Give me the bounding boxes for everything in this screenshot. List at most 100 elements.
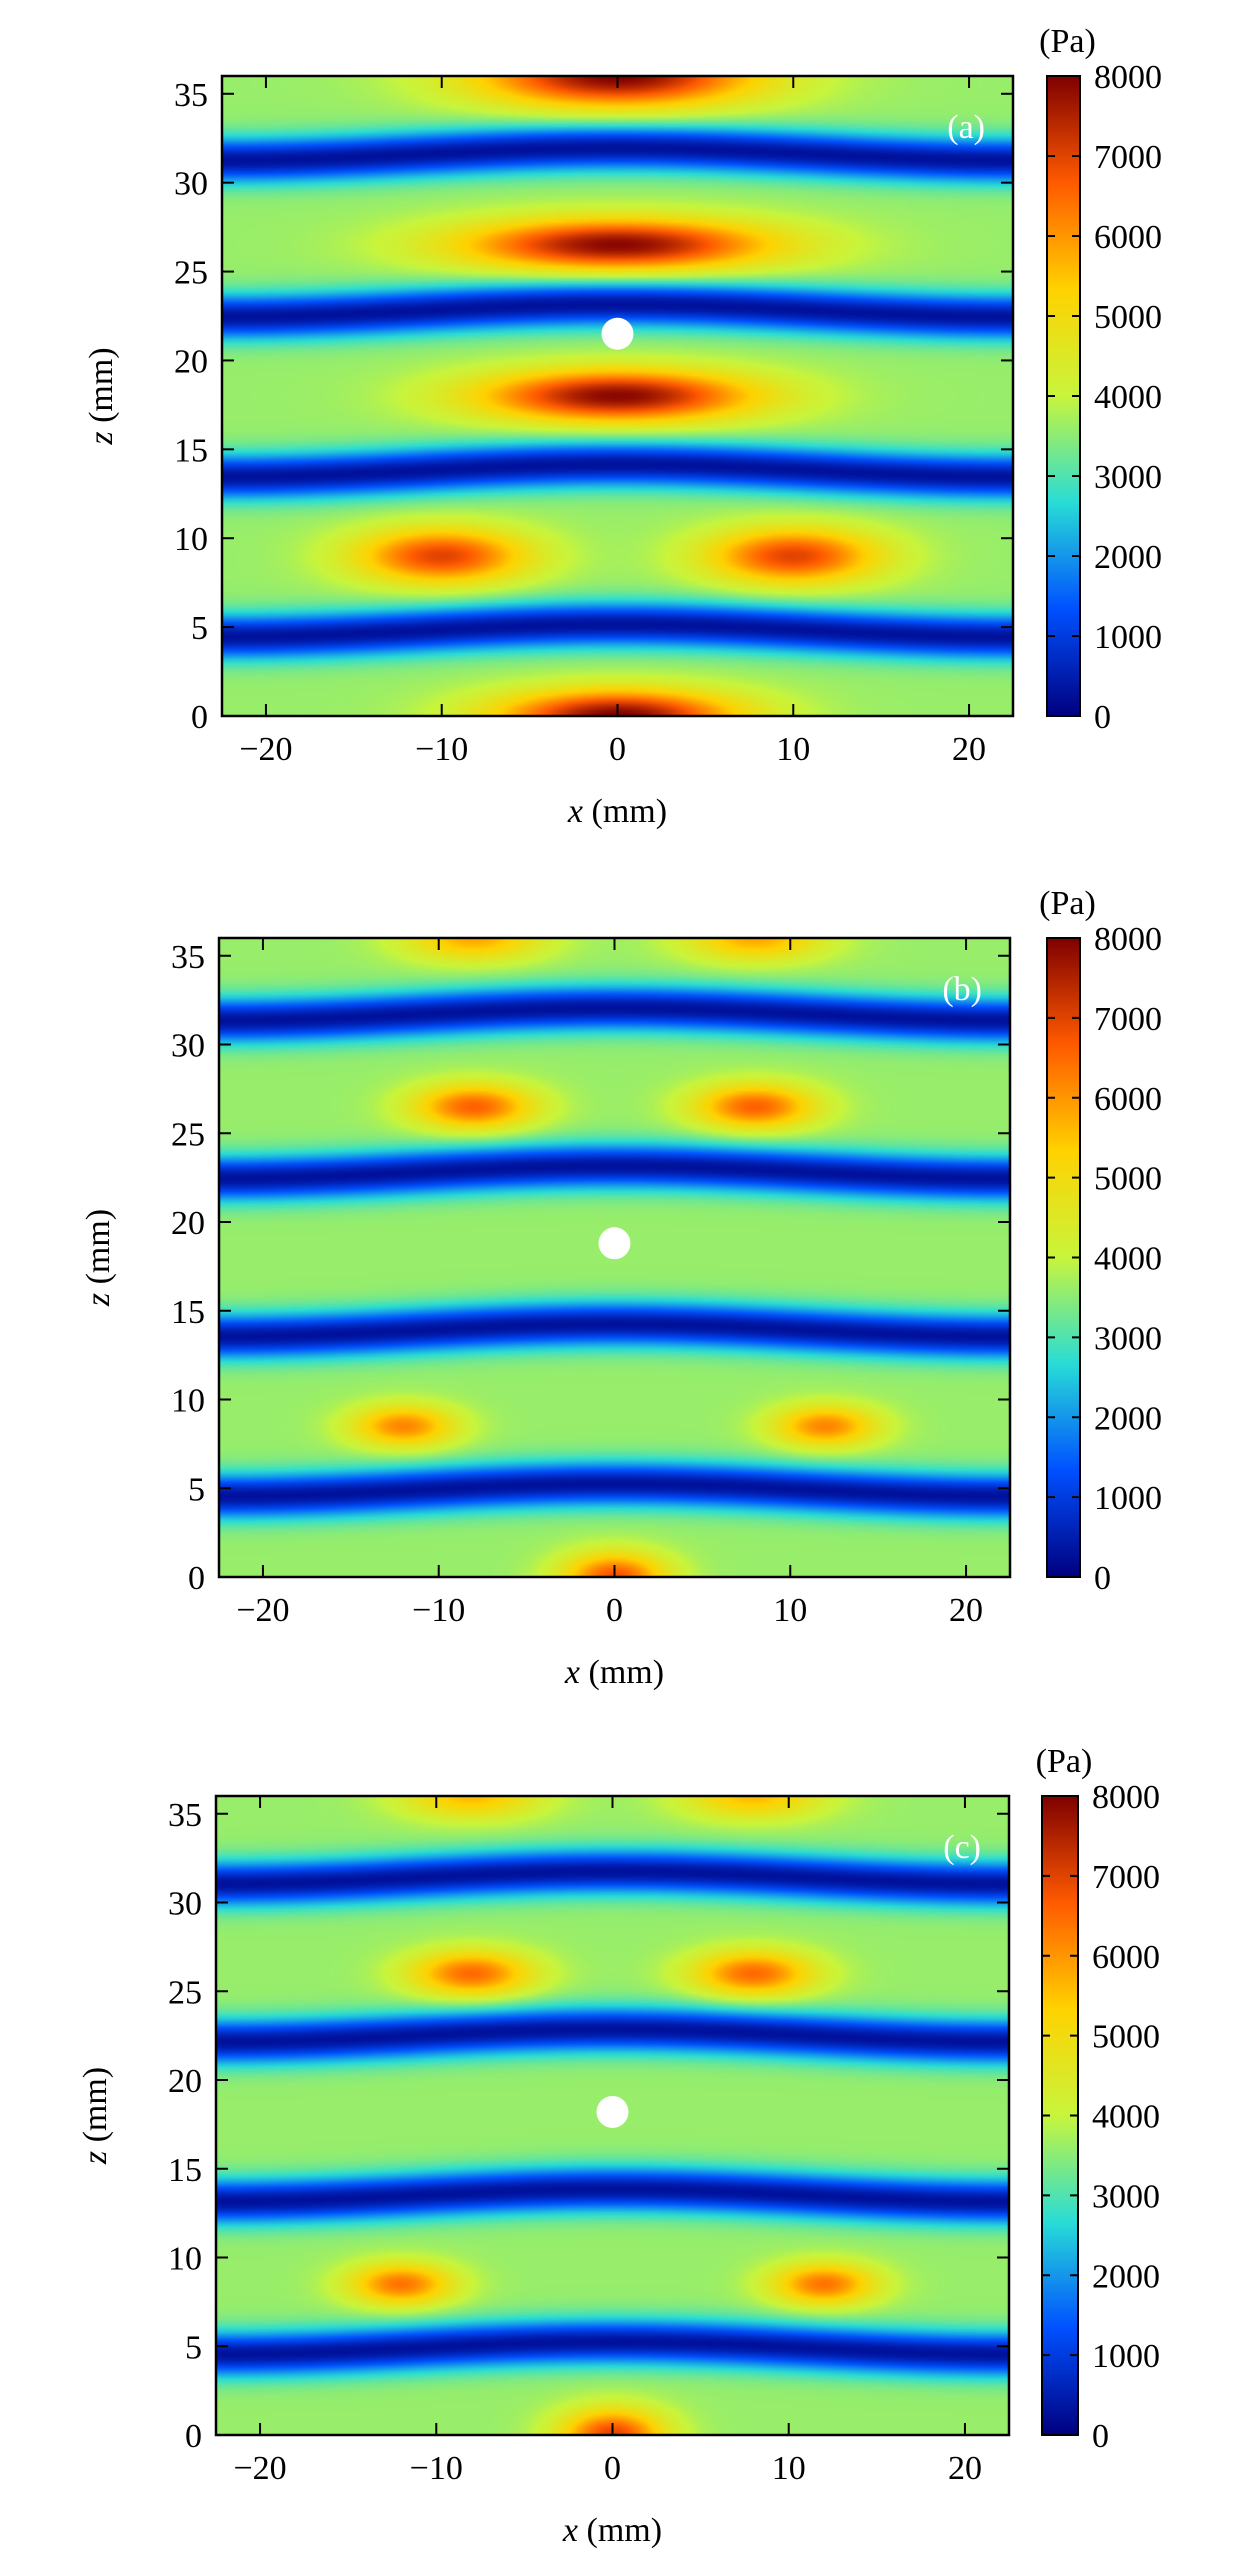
colorbar-tick-label: 4000	[1092, 2099, 1160, 2136]
y-axis-variable: z	[83, 431, 120, 445]
y-tick-label: 35	[168, 1797, 202, 1834]
colorbar-tick-label: 1000	[1094, 1480, 1162, 1517]
x-tick-label: −10	[415, 731, 468, 768]
colorbar: 0 1000 2000 3000 4000 5000 6000 7000 8000(Pa)	[1039, 23, 1162, 736]
particle-marker	[601, 317, 634, 350]
x-axis-unit: (mm)	[583, 793, 667, 830]
y-tick-label: 10	[168, 2241, 202, 2278]
panel-label: (c)	[943, 1829, 981, 1866]
colorbar-unit-label: (Pa)	[1036, 1743, 1093, 1780]
x-tick-label: 0	[609, 731, 626, 768]
y-tick-label: 20	[168, 2063, 202, 2100]
x-axis-variable: x	[562, 2512, 578, 2549]
colorbar-tick-label: 7000	[1092, 1859, 1160, 1896]
x-axis-variable: x	[567, 793, 583, 830]
colorbar-tick-label: 1000	[1092, 2338, 1160, 2375]
y-axis-label: z (mm)	[80, 1209, 117, 1307]
y-axis-label: z (mm)	[77, 2067, 114, 2165]
y-tick-label: 0	[191, 699, 208, 736]
x-axis-unit: (mm)	[580, 1654, 664, 1691]
y-axis-variable: z	[77, 2151, 114, 2165]
y-tick-label: 25	[174, 255, 208, 292]
y-tick-label: 15	[174, 432, 208, 469]
x-tick-label: 20	[949, 1592, 983, 1629]
y-tick-label: 35	[174, 77, 208, 114]
colorbar-tick-label: 8000	[1092, 1779, 1160, 1816]
y-tick-label: 30	[171, 1028, 205, 1065]
colorbar-tick-label: 5000	[1094, 299, 1162, 336]
x-tick-label: 10	[776, 731, 810, 768]
y-tick-label: 5	[188, 1471, 205, 1508]
colorbar-tick-label: 0	[1094, 1560, 1111, 1597]
x-axis-unit: (mm)	[578, 2512, 662, 2549]
colorbar-tick-label: 5000	[1092, 2019, 1160, 2056]
x-tick-label: 0	[606, 1592, 623, 1629]
y-axis-label: z (mm)	[83, 347, 120, 445]
colorbar-unit-label: (Pa)	[1039, 885, 1096, 922]
y-tick-label: 10	[174, 521, 208, 558]
y-tick-label: 5	[185, 2329, 202, 2366]
x-tick-label: −20	[239, 731, 292, 768]
colorbar-tick-label: 1000	[1094, 619, 1162, 656]
colorbar-tick-label: 6000	[1092, 1939, 1160, 1976]
y-tick-label: 0	[185, 2418, 202, 2455]
colorbar-tick-label: 6000	[1094, 1081, 1162, 1118]
colorbar-tick-label: 3000	[1094, 1320, 1162, 1357]
y-tick-label: 15	[168, 2152, 202, 2189]
y-tick-label: 25	[168, 1974, 202, 2011]
panel-label: (a)	[947, 109, 985, 146]
colorbar-tick-label: 4000	[1094, 379, 1162, 416]
y-tick-label: 35	[171, 939, 205, 976]
colorbar-tick-label: 6000	[1094, 219, 1162, 256]
colorbar-tick-label: 7000	[1094, 139, 1162, 176]
colorbar-tick-label: 3000	[1092, 2178, 1160, 2215]
colorbar-tick-label: 0	[1094, 699, 1111, 736]
particle-marker	[596, 2095, 629, 2128]
x-tick-label: 10	[772, 2450, 806, 2487]
panel-label: (b)	[942, 971, 982, 1008]
x-tick-label: 0	[604, 2450, 621, 2487]
y-axis-unit: (mm)	[83, 347, 120, 431]
colorbar-tick-label: 8000	[1094, 921, 1162, 958]
y-axis-unit: (mm)	[80, 1209, 117, 1293]
x-axis-label: x (mm)	[564, 1654, 664, 1691]
x-tick-label: 10	[773, 1592, 807, 1629]
y-axis-variable: z	[80, 1293, 117, 1307]
particle-marker	[598, 1227, 631, 1260]
colorbar-tick-label: 3000	[1094, 459, 1162, 496]
y-tick-label: 25	[171, 1116, 205, 1153]
y-tick-label: 5	[191, 610, 208, 647]
x-tick-label: −20	[233, 2450, 286, 2487]
x-tick-label: 20	[952, 731, 986, 768]
x-axis-variable: x	[564, 1654, 580, 1691]
x-axis-label: x (mm)	[567, 793, 667, 830]
y-axis-unit: (mm)	[77, 2067, 114, 2151]
colorbar-tick-label: 8000	[1094, 59, 1162, 96]
x-tick-label: −10	[410, 2450, 463, 2487]
x-tick-label: 20	[948, 2450, 982, 2487]
colorbar-tick-label: 4000	[1094, 1241, 1162, 1278]
y-tick-label: 20	[171, 1205, 205, 1242]
colorbar: 0 1000 2000 3000 4000 5000 6000 7000 8000(Pa)	[1039, 885, 1162, 1597]
colorbar: 0 1000 2000 3000 4000 5000 6000 7000 8000(Pa)	[1036, 1743, 1160, 2455]
colorbar-tick-label: 5000	[1094, 1161, 1162, 1198]
y-tick-label: 30	[174, 166, 208, 203]
y-tick-label: 20	[174, 343, 208, 380]
colorbar-unit-label: (Pa)	[1039, 23, 1096, 60]
y-tick-label: 0	[188, 1560, 205, 1597]
colorbar-tick-label: 7000	[1094, 1001, 1162, 1038]
y-tick-label: 10	[171, 1383, 205, 1420]
colorbar-tick-label: 2000	[1094, 1400, 1162, 1437]
heatmap-image	[222, 76, 1013, 716]
x-tick-label: −20	[236, 1592, 289, 1629]
colorbar-tick-label: 2000	[1094, 539, 1162, 576]
colorbar-tick-label: 0	[1092, 2418, 1109, 2455]
x-tick-label: −10	[412, 1592, 465, 1629]
colorbar-tick-label: 2000	[1092, 2258, 1160, 2295]
x-axis-label: x (mm)	[562, 2512, 662, 2549]
y-tick-label: 15	[171, 1294, 205, 1331]
